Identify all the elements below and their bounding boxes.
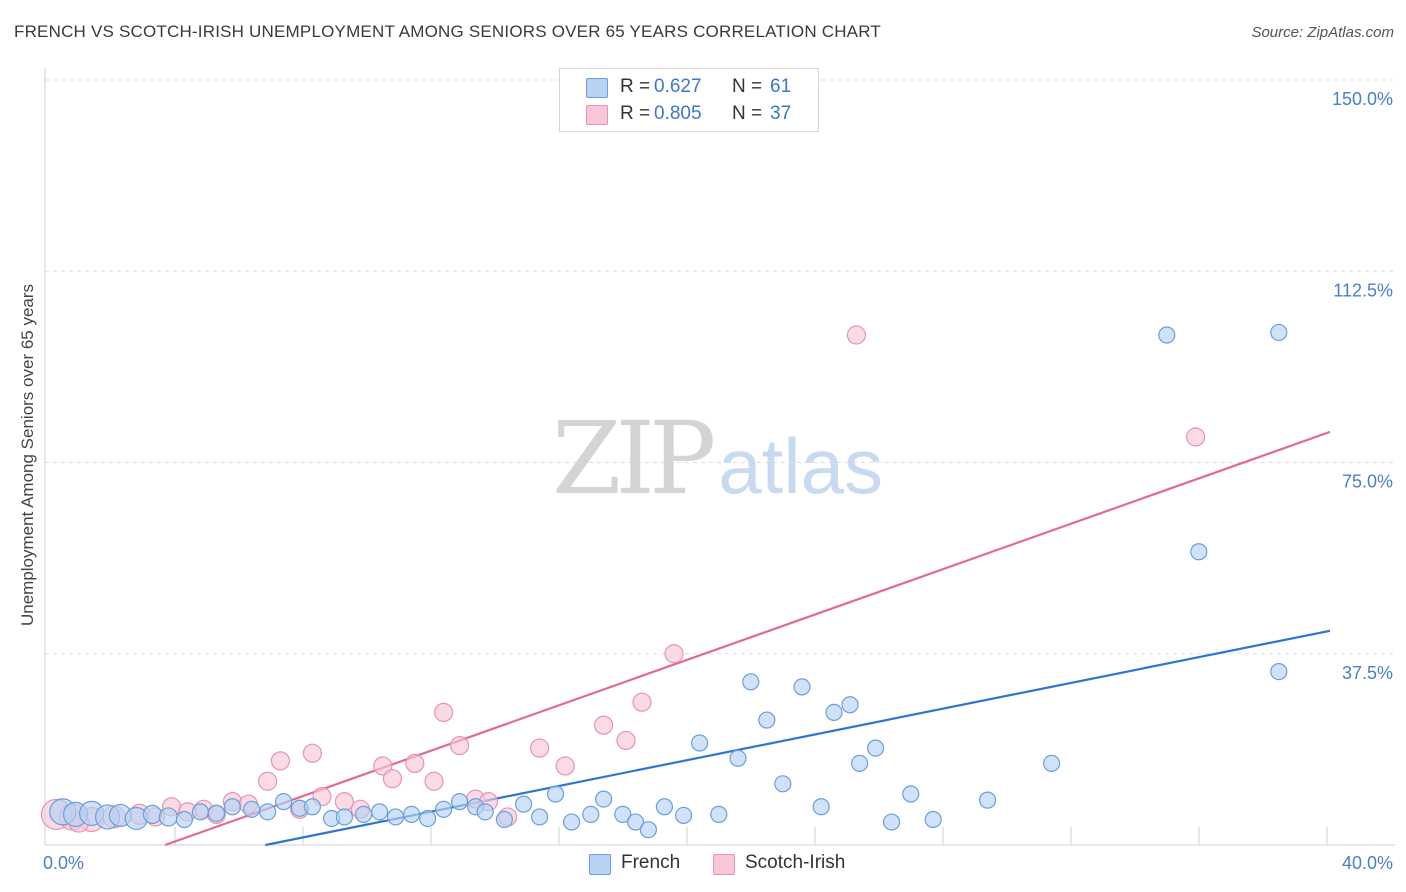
point-french — [841, 696, 859, 714]
point-french — [758, 711, 776, 729]
source-label: Source: ZipAtlas.com — [1251, 24, 1394, 41]
point-french — [825, 703, 843, 722]
point-french — [259, 803, 277, 821]
point-french — [594, 790, 613, 808]
x-tick-label: 40.0% — [1342, 853, 1393, 873]
point-french — [729, 749, 747, 767]
point-french — [223, 798, 241, 816]
point-french — [387, 808, 405, 826]
point-french — [614, 805, 632, 824]
point-french — [142, 804, 162, 825]
legend-label: Scotch-Irish — [745, 852, 846, 873]
point-scotch-irish — [450, 735, 470, 756]
point-french — [1158, 326, 1176, 344]
point-scotch-irish — [846, 325, 867, 345]
point-scotch-irish — [382, 769, 402, 789]
point-scotch-irish — [434, 702, 454, 723]
point-french — [355, 805, 373, 824]
point-french — [1270, 662, 1288, 681]
scotch-irish-swatch — [713, 854, 735, 875]
point-french — [514, 795, 533, 813]
point-french — [158, 807, 178, 827]
point-scotch-irish — [616, 730, 636, 751]
n-value: 37 — [770, 103, 792, 124]
watermark: ZIP atlas — [552, 400, 884, 517]
point-french — [639, 821, 658, 839]
point-french — [774, 775, 792, 793]
y-axis-label: Unemployment Among Seniors over 65 years — [18, 283, 37, 627]
x-tick-label: 0.0% — [43, 853, 84, 873]
point-french — [335, 808, 353, 826]
point-scotch-irish — [258, 771, 278, 791]
point-scotch-irish — [555, 756, 575, 776]
r-value: 0.805 — [654, 103, 702, 124]
point-french — [243, 800, 261, 818]
point-french — [978, 791, 997, 809]
point-french — [495, 810, 513, 829]
point-french — [626, 813, 645, 831]
point-french — [655, 798, 674, 816]
point-french — [275, 793, 293, 811]
point-french — [207, 804, 225, 822]
y-tick-label: 75.0% — [1342, 472, 1393, 492]
point-french — [435, 800, 453, 818]
point-scotch-irish — [302, 743, 322, 763]
point-french — [812, 798, 830, 816]
point-scotch-irish — [424, 771, 444, 791]
point-french — [690, 734, 709, 752]
point-french — [850, 754, 869, 773]
point-french — [1042, 754, 1061, 773]
point-french — [674, 806, 693, 825]
r-value: 0.627 — [654, 76, 702, 97]
point-french — [403, 805, 421, 824]
point-scotch-irish — [270, 751, 290, 771]
point-french — [530, 808, 549, 826]
point-french — [476, 803, 494, 821]
trend-line-scotch-irish — [164, 430, 1331, 847]
point-french — [866, 739, 885, 757]
point-french — [902, 785, 920, 803]
n-value: 61 — [770, 76, 792, 97]
point-french — [371, 803, 389, 821]
y-tick-label: 150.0% — [1332, 89, 1393, 109]
point-scotch-irish — [529, 738, 550, 758]
point-french — [419, 809, 437, 828]
point-french — [710, 805, 728, 824]
point-french — [742, 673, 760, 691]
point-scotch-irish — [593, 715, 614, 735]
point-french — [1270, 323, 1288, 342]
n-label: N = — [732, 76, 763, 97]
point-french — [546, 785, 565, 803]
legend-label: French — [621, 852, 681, 873]
point-french — [191, 803, 209, 821]
point-french — [1190, 543, 1208, 561]
point-scotch-irish — [373, 756, 393, 776]
r-label: R = — [620, 76, 651, 97]
point-french — [793, 678, 811, 696]
point-french — [924, 810, 942, 829]
n-label: N = — [732, 103, 763, 124]
y-tick-label: 112.5% — [1333, 280, 1393, 300]
chart-title: FRENCH VS SCOTCH-IRISH UNEMPLOYMENT AMON… — [14, 22, 881, 41]
correlation-legend: R = 0.627 N = 61 R = 0.805 N = 37 — [559, 68, 819, 132]
point-french — [175, 810, 193, 829]
y-tick-label: 37.5% — [1342, 663, 1393, 683]
point-french — [303, 798, 321, 816]
point-scotch-irish — [664, 644, 684, 664]
point-scotch-irish — [632, 692, 652, 712]
french-swatch — [586, 78, 608, 98]
point-french — [882, 813, 901, 831]
point-scotch-irish — [334, 792, 354, 812]
french-swatch — [589, 854, 611, 875]
point-french — [562, 813, 581, 831]
scotch-irish-swatch — [586, 105, 608, 125]
r-label: R = — [620, 103, 651, 124]
point-french — [451, 793, 469, 811]
point-french — [582, 805, 600, 824]
point-scotch-irish — [405, 753, 425, 774]
point-scotch-irish — [1185, 427, 1206, 447]
